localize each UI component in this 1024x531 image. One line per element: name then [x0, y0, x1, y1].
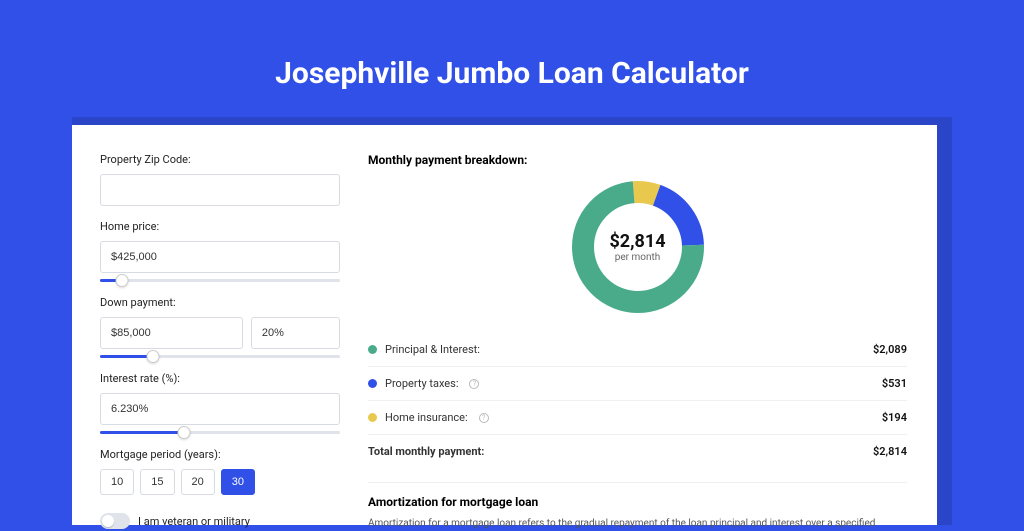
- donut-chart-wrap: $2,814 per month: [368, 177, 907, 317]
- page-background: Josephville Jumbo Loan Calculator Proper…: [0, 0, 1024, 512]
- legend-row: Property taxes:? $531: [368, 366, 907, 400]
- interest-label: Interest rate (%):: [100, 372, 340, 385]
- down-payment-pct-input[interactable]: [251, 317, 340, 349]
- zip-input[interactable]: [100, 174, 340, 206]
- amortization-text: Amortization for a mortgage loan refers …: [368, 517, 907, 531]
- legend-value: $194: [882, 411, 907, 424]
- donut-center: $2,814 per month: [568, 177, 708, 317]
- interest-field-group: Interest rate (%):: [100, 372, 340, 434]
- legend-dot: [368, 345, 377, 354]
- legend-label: Property taxes:: [385, 377, 458, 390]
- down-payment-field-group: Down payment:: [100, 296, 340, 358]
- legend-label: Home insurance:: [385, 411, 468, 424]
- breakdown-panel: Monthly payment breakdown: $2,814 per mo…: [368, 153, 907, 525]
- period-option-15[interactable]: 15: [140, 469, 174, 495]
- total-label: Total monthly payment:: [368, 445, 484, 458]
- zip-field-group: Property Zip Code:: [100, 153, 340, 206]
- card-shadow: Property Zip Code: Home price: Down paym…: [72, 117, 952, 525]
- interest-slider[interactable]: [100, 431, 340, 434]
- toggle-knob: [102, 515, 114, 527]
- zip-label: Property Zip Code:: [100, 153, 340, 166]
- donut-sub: per month: [615, 252, 661, 263]
- amortization-title: Amortization for mortgage loan: [368, 482, 907, 509]
- down-payment-label: Down payment:: [100, 296, 340, 309]
- period-label: Mortgage period (years):: [100, 448, 340, 461]
- donut-chart: $2,814 per month: [568, 177, 708, 317]
- home-price-label: Home price:: [100, 220, 340, 233]
- down-payment-amount-input[interactable]: [100, 317, 243, 349]
- period-option-20[interactable]: 20: [181, 469, 215, 495]
- veteran-toggle[interactable]: [100, 513, 130, 529]
- info-icon[interactable]: ?: [469, 379, 479, 389]
- donut-amount: $2,814: [609, 231, 665, 252]
- legend-label: Principal & Interest:: [385, 343, 480, 356]
- period-field-group: Mortgage period (years): 1015 2030: [100, 448, 340, 495]
- legend-row: Home insurance:? $194: [368, 400, 907, 434]
- calculator-card: Property Zip Code: Home price: Down paym…: [72, 125, 937, 525]
- home-price-slider-thumb[interactable]: [115, 274, 128, 287]
- interest-slider-thumb[interactable]: [178, 426, 191, 439]
- info-icon[interactable]: ?: [479, 413, 489, 423]
- home-price-slider[interactable]: [100, 279, 340, 282]
- period-option-10[interactable]: 10: [100, 469, 134, 495]
- legend-dot: [368, 413, 377, 422]
- page-title: Josephville Jumbo Loan Calculator: [275, 56, 749, 91]
- legend-row: Principal & Interest: $2,089: [368, 333, 907, 366]
- down-payment-slider-thumb[interactable]: [146, 350, 159, 363]
- veteran-toggle-label: I am veteran or military: [138, 515, 250, 528]
- total-value: $2,814: [873, 445, 907, 458]
- period-option-30[interactable]: 30: [221, 469, 255, 495]
- breakdown-title: Monthly payment breakdown:: [368, 153, 907, 167]
- form-panel: Property Zip Code: Home price: Down paym…: [100, 153, 340, 525]
- legend-value: $2,089: [873, 343, 907, 356]
- down-payment-slider[interactable]: [100, 355, 340, 358]
- legend-dot: [368, 379, 377, 388]
- legend-value: $531: [882, 377, 907, 390]
- home-price-input[interactable]: [100, 241, 340, 273]
- veteran-toggle-row: I am veteran or military: [100, 513, 340, 529]
- interest-input[interactable]: [100, 393, 340, 425]
- home-price-field-group: Home price:: [100, 220, 340, 282]
- total-row: Total monthly payment: $2,814: [368, 434, 907, 468]
